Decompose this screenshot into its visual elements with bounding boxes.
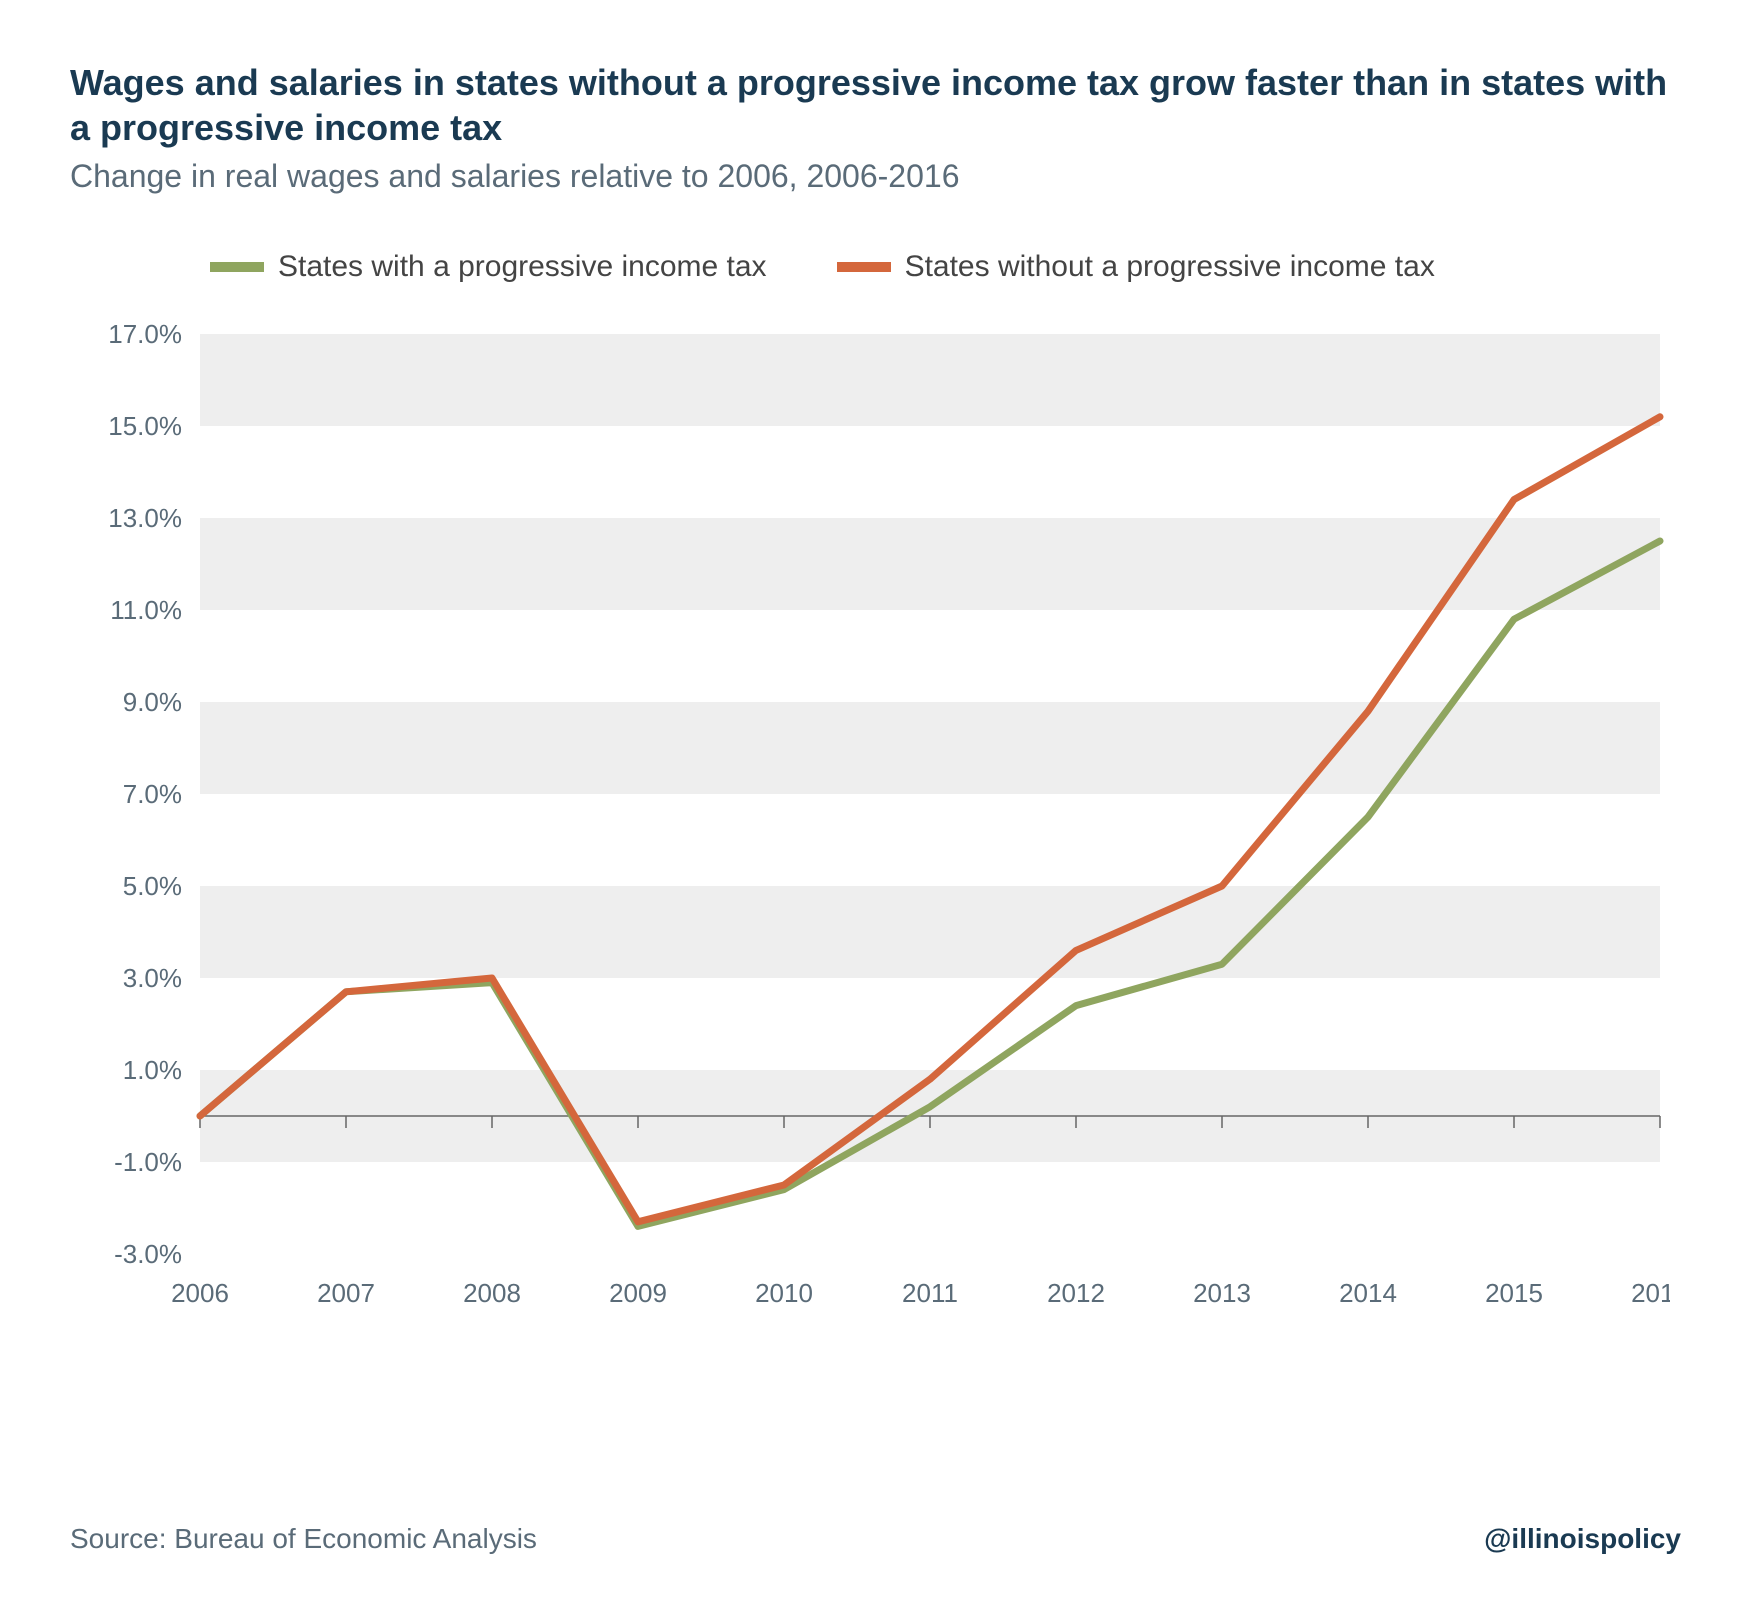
y-tick-label: 11.0% xyxy=(110,595,182,625)
x-tick-label: 2011 xyxy=(902,1278,958,1308)
y-tick-label: -1.0% xyxy=(114,1147,182,1177)
x-tick-label: 2009 xyxy=(609,1278,667,1308)
x-tick-label: 2013 xyxy=(1193,1278,1251,1308)
y-tick-label: 7.0% xyxy=(123,779,182,809)
x-tick-label: 2008 xyxy=(463,1278,521,1308)
y-tick-label: 17.0% xyxy=(108,324,182,349)
x-tick-label: 2014 xyxy=(1339,1278,1397,1308)
x-tick-label: 2010 xyxy=(755,1278,813,1308)
y-tick-label: 13.0% xyxy=(108,503,182,533)
x-tick-label: 2006 xyxy=(171,1278,229,1308)
grid-band xyxy=(200,334,1660,426)
y-tick-label: 9.0% xyxy=(123,687,182,717)
legend-label-with: States with a progressive income tax xyxy=(278,250,767,284)
legend-swatch-with xyxy=(210,262,264,272)
x-tick-label: 2012 xyxy=(1047,1278,1105,1308)
legend: States with a progressive income tax Sta… xyxy=(210,250,1681,284)
legend-swatch-without xyxy=(837,262,891,272)
y-tick-label: -3.0% xyxy=(114,1239,182,1269)
attribution-handle: @illinoispolicy xyxy=(1484,1523,1681,1555)
line-chart: -3.0% -1.0% 1.0% 3.0% 5.0% 7.0% 9.0% 11.0% 13.0%… xyxy=(70,324,1670,1324)
grid-band xyxy=(200,886,1660,978)
grid-band xyxy=(200,518,1660,610)
legend-item-with: States with a progressive income tax xyxy=(210,250,767,284)
chart-title: Wages and salaries in states without a p… xyxy=(70,60,1681,150)
y-tick-label: 1.0% xyxy=(123,1055,182,1085)
source-text: Source: Bureau of Economic Analysis xyxy=(70,1523,537,1555)
chart-subtitle: Change in real wages and salaries relati… xyxy=(70,158,1681,195)
x-tick-label: 2007 xyxy=(317,1278,375,1308)
legend-label-without: States without a progressive income tax xyxy=(905,250,1435,284)
x-tick-label: 2015 xyxy=(1485,1278,1543,1308)
y-tick-label: 15.0% xyxy=(108,411,182,441)
x-tick-label: 2016 xyxy=(1631,1278,1670,1308)
y-tick-label: 5.0% xyxy=(123,871,182,901)
y-tick-label: 3.0% xyxy=(123,963,182,993)
chart-area: -3.0% -1.0% 1.0% 3.0% 5.0% 7.0% 9.0% 11.0% 13.0%… xyxy=(70,324,1670,1324)
legend-item-without: States without a progressive income tax xyxy=(837,250,1435,284)
